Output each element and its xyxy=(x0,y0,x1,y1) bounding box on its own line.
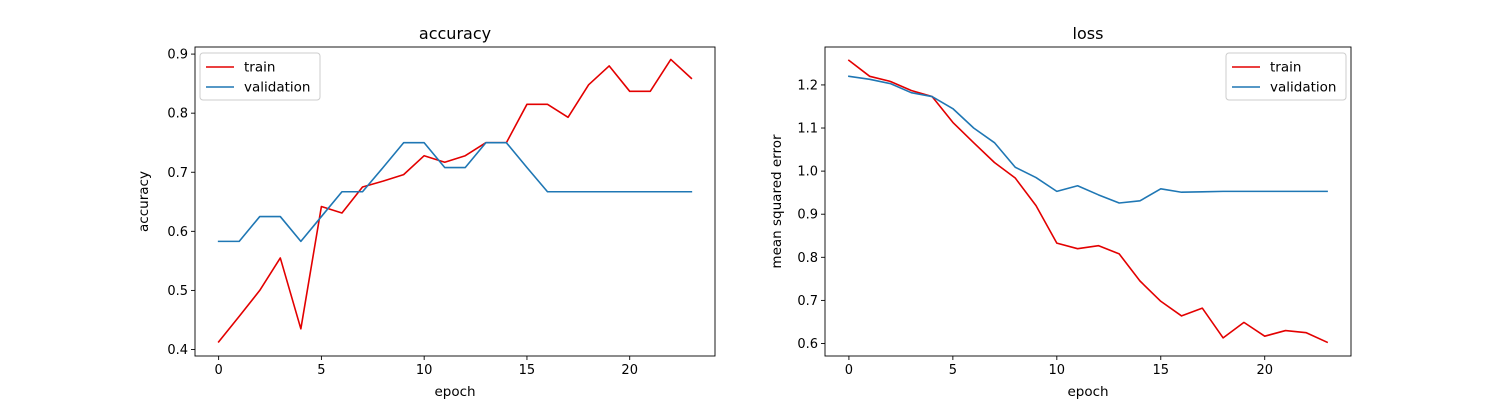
axes-frame xyxy=(824,46,1352,357)
series-line-train xyxy=(217,58,693,343)
y-tick-label: 0.7 xyxy=(167,166,188,181)
x-tick-label: 15 xyxy=(1152,363,1169,378)
chart-title: loss xyxy=(1073,24,1104,43)
y-tick-label: 0.4 xyxy=(167,343,188,358)
legend-label-validation: validation xyxy=(244,80,310,96)
x-tick-label: 0 xyxy=(845,363,853,378)
series-line-validation xyxy=(848,75,1328,204)
y-axis-label: accuracy xyxy=(136,171,152,232)
y-axis-label: mean squared error xyxy=(769,134,785,269)
y-tick-label: 1.2 xyxy=(797,78,818,93)
x-tick-label: 5 xyxy=(949,363,957,378)
legend: train validation xyxy=(199,52,321,101)
axes-frame xyxy=(194,46,716,357)
x-tick-label: 20 xyxy=(1256,363,1273,378)
x-tick-label: 15 xyxy=(519,363,536,378)
x-tick-label: 10 xyxy=(1049,363,1066,378)
legend-box xyxy=(199,52,321,101)
x-axis-label: epoch xyxy=(1067,384,1108,400)
x-tick-label: 0 xyxy=(214,363,222,378)
legend-label-train: train xyxy=(1270,60,1301,76)
chart-accuracy: 0 5 10 15 20 0.4 0.5 0.6 0.7 0.8 0.9 accuracy epoch a… xyxy=(136,24,716,400)
y-tick-label: 1.0 xyxy=(797,165,818,180)
y-tick-label: 0.6 xyxy=(797,337,818,352)
y-tick-label: 0.8 xyxy=(797,251,818,266)
chart-loss: 0 5 10 15 20 0.6 0.7 0.8 0.9 1.0 1.1 1.2 loss epoch me… xyxy=(769,24,1352,400)
series-line-validation xyxy=(217,141,693,243)
chart-title: accuracy xyxy=(419,24,491,43)
y-tick-label: 0.6 xyxy=(167,225,188,240)
y-tick-label: 0.9 xyxy=(167,48,188,63)
y-tick-label: 0.8 xyxy=(167,107,188,122)
legend: train validation xyxy=(1225,52,1347,101)
y-tick-label: 0.7 xyxy=(797,294,818,309)
y-tick-label: 0.5 xyxy=(167,284,188,299)
y-tick-label: 0.9 xyxy=(797,208,818,223)
x-tick-label: 10 xyxy=(416,363,433,378)
legend-box xyxy=(1225,52,1347,101)
legend-label-train: train xyxy=(244,60,275,76)
x-tick-label: 20 xyxy=(621,363,638,378)
y-tick-label: 1.1 xyxy=(797,122,818,137)
legend-label-validation: validation xyxy=(1270,80,1336,96)
x-tick-label: 5 xyxy=(317,363,325,378)
x-axis-label: epoch xyxy=(434,384,475,400)
